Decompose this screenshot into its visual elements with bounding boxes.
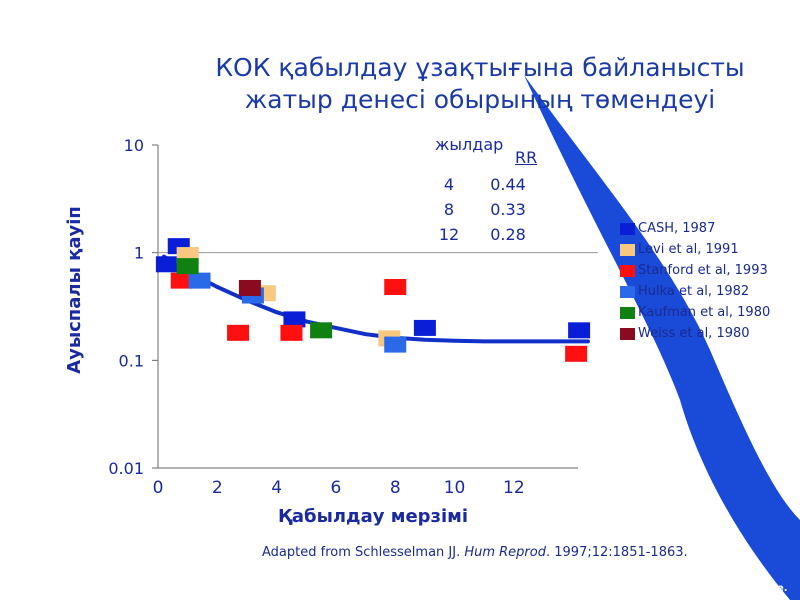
data-point: [384, 336, 407, 353]
y-tick-label: 0.01: [108, 459, 144, 478]
rr-row-years: 8: [443, 200, 455, 219]
chart-axes: 0.01 0.1 1 10 0 2 4 6 8 10 12: [108, 136, 598, 498]
y-tick-label: 0.1: [119, 351, 144, 370]
data-point: [238, 279, 261, 296]
legend-swatch: [620, 243, 635, 256]
rr-row: 8 0.33: [425, 200, 555, 225]
data-point: [227, 324, 250, 341]
rr-table: жылдар RR 4 0.44 8 0.33 12 0.28: [425, 135, 555, 250]
rr-table-header: жылдар RR: [425, 135, 555, 175]
data-point: [155, 256, 178, 273]
x-tick-label: 4: [271, 478, 282, 498]
legend-item: CASH, 1987: [620, 218, 770, 239]
legend-swatch: [620, 264, 635, 277]
x-tick-label: 6: [331, 478, 342, 498]
rr-header-rr: RR: [515, 148, 538, 167]
legend-item: Kaufman et al, 1980: [620, 302, 770, 323]
data-point: [568, 322, 591, 339]
legend-label: Stanford et al, 1993: [638, 263, 768, 278]
y-axis-label: Ауыспалы қауіп: [64, 206, 85, 374]
rr-row-value: 0.28: [490, 225, 526, 244]
x-tick-label: 10: [444, 478, 466, 498]
rr-row: 12 0.28: [425, 225, 555, 250]
legend-swatch: [620, 327, 635, 340]
source-prefix: Adapted from Schlesselman JJ.: [262, 545, 465, 560]
title-line-2: жатыр денесі обырының төмендеуі: [244, 85, 716, 114]
data-point: [283, 311, 306, 328]
slide-title: КОК қабылдау ұзақтығына байланысты жатыр…: [150, 52, 800, 116]
legend-label: Hulka et al, 1982: [638, 284, 750, 299]
legend-swatch: [620, 222, 635, 235]
corner-watermark-text: ononline.: [735, 583, 788, 594]
y-tick-label: 1: [134, 244, 144, 263]
legend-item: Hulka et al, 1982: [620, 281, 770, 302]
data-point: [188, 272, 211, 289]
rr-row-value: 0.44: [490, 175, 526, 194]
legend-item: Levi et al, 1991: [620, 239, 770, 260]
rr-header-years: жылдар: [435, 135, 504, 154]
data-point: [170, 272, 193, 289]
y-tick-label: 10: [124, 136, 144, 155]
trend-line: [161, 254, 590, 344]
x-axis-label: Қабылдау мерзімі: [278, 506, 468, 527]
data-point: [384, 278, 407, 295]
title-line-1: КОК қабылдау ұзақтығына байланысты: [215, 53, 745, 82]
rr-row-value: 0.33: [490, 200, 526, 219]
x-tick-label: 2: [212, 478, 223, 498]
source-suffix: . 1997;12:1851-1863.: [546, 545, 688, 560]
source-journal: Hum Reprod: [464, 545, 546, 560]
source-citation: Adapted from Schlesselman JJ. Hum Reprod…: [262, 545, 688, 560]
legend-label: Weiss et al, 1980: [638, 326, 750, 341]
data-point: [176, 258, 199, 275]
data-point: [413, 319, 436, 336]
x-tick-label: 0: [153, 478, 164, 498]
data-point: [565, 345, 588, 362]
legend-swatch: [620, 306, 635, 319]
swoosh-highlight: [700, 0, 800, 380]
trend-line-group: [161, 254, 590, 344]
data-points: [155, 238, 591, 362]
x-tick-label: 8: [390, 478, 401, 498]
rr-row-years: 4: [443, 175, 455, 194]
x-tick-label: 12: [503, 478, 525, 498]
legend-item: Weiss et al, 1980: [620, 323, 770, 344]
legend-label: CASH, 1987: [638, 221, 716, 236]
legend-item: Stanford et al, 1993: [620, 260, 770, 281]
rr-row: 4 0.44: [425, 175, 555, 200]
data-point: [280, 324, 303, 341]
rr-row-years: 12: [438, 225, 460, 244]
chart-legend: CASH, 1987 Levi et al, 1991 Stanford et al…: [620, 218, 770, 344]
legend-label: Kaufman et al, 1980: [638, 305, 771, 320]
data-point: [310, 322, 333, 339]
blue-swoosh: [524, 75, 800, 600]
legend-swatch: [620, 285, 635, 298]
legend-label: Levi et al, 1991: [638, 242, 739, 257]
